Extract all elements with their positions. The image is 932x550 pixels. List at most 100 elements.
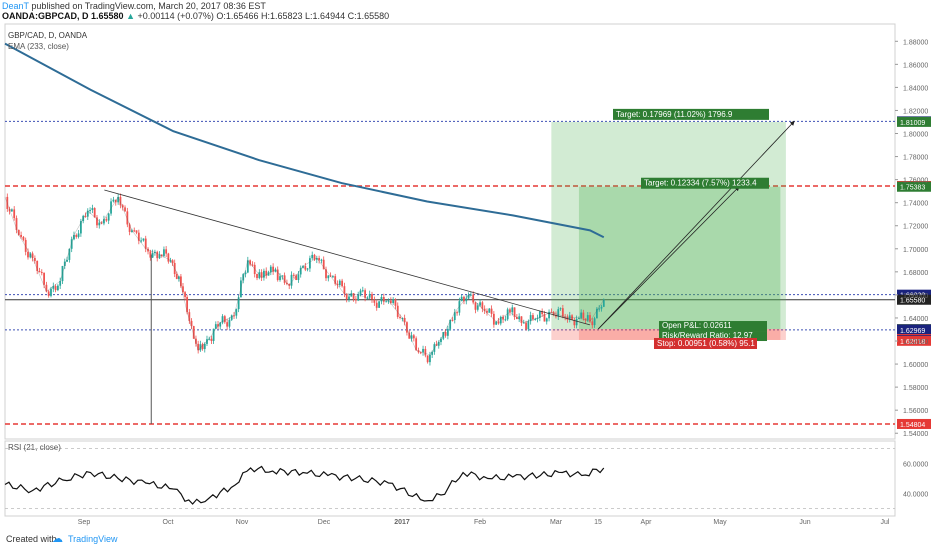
candle-body — [299, 267, 302, 275]
y-tick-label: 1.54000 — [903, 431, 928, 438]
candle-body — [446, 328, 449, 336]
candle-body — [366, 297, 369, 299]
footer: Created with ☁ TradingView — [0, 530, 932, 550]
candle-body — [110, 201, 112, 214]
candle-body — [578, 317, 580, 319]
last-price: 1.65580 — [91, 11, 124, 21]
y-tick-label: 1.80000 — [903, 132, 928, 139]
price-label-bg-5 — [897, 294, 931, 305]
x-tick-label: 2017 — [394, 519, 410, 526]
publish-info: published on TradingView.com, March 20, … — [31, 1, 266, 11]
target-zone-0[interactable] — [551, 121, 786, 330]
candle-body — [124, 207, 126, 212]
chart-title: GBP/CAD, D, OANDA — [8, 31, 88, 40]
candle-body — [311, 254, 314, 259]
candle-body — [586, 315, 589, 321]
candle-body — [518, 316, 521, 320]
projection-arrow-1[interactable] — [597, 186, 740, 330]
price-label-1: 1.81009 — [900, 120, 925, 127]
price-label-5: 1.65580 — [900, 298, 925, 305]
candle-body — [199, 344, 202, 351]
candle-body — [456, 312, 458, 314]
price-label-bg-3 — [897, 181, 931, 192]
candle-body — [66, 259, 68, 262]
candle-body — [114, 199, 117, 203]
candle-body — [511, 307, 514, 313]
candle-body — [61, 266, 64, 282]
candle-body — [336, 283, 339, 286]
candle-body — [515, 317, 518, 320]
target-label-1-bg — [641, 177, 769, 189]
candle-body — [8, 208, 11, 212]
candle-body — [424, 348, 427, 356]
candle-body — [343, 286, 346, 294]
candle-body — [15, 218, 18, 230]
price-label-bg-11 — [897, 418, 931, 429]
candle-body — [265, 270, 268, 276]
candle-body — [412, 335, 415, 339]
rsi-line[interactable] — [4, 465, 605, 505]
candle-body — [149, 251, 152, 258]
candle-body — [20, 234, 22, 237]
candle-body — [497, 321, 500, 324]
candle-body — [417, 350, 420, 353]
rsi-tick-label: 60.0000 — [903, 462, 928, 469]
candle-body — [171, 260, 174, 263]
quote-line: OANDA:GBPCAD, D 1.65580 ▲ +0.00114 (+0.0… — [2, 11, 389, 22]
candle-body — [532, 315, 534, 320]
candle-body — [380, 297, 383, 302]
high-price: H:1.65823 — [260, 11, 303, 21]
candle-body — [251, 264, 254, 266]
candle-body — [486, 310, 488, 313]
candle-body — [419, 352, 422, 354]
target-label-1: Target: 0.12334 (7.57%) 1233.4 — [644, 179, 757, 188]
price-label-bg-4 — [897, 289, 931, 300]
x-tick-label: 15 — [594, 519, 602, 526]
low-price: L:1.64944 — [305, 11, 346, 21]
rsi-pane-frame — [4, 440, 896, 517]
candle-body — [361, 290, 364, 292]
price-label-bg-10 — [897, 335, 931, 346]
tradingview-brand-link[interactable]: TradingView — [68, 534, 118, 544]
ema-line[interactable] — [4, 42, 605, 239]
author-link[interactable]: DeanT — [2, 1, 29, 11]
candle-body — [552, 312, 555, 315]
candle-body — [230, 315, 233, 320]
price-label-7: 1.62969 — [900, 328, 925, 335]
chart-area[interactable]: 1.810531.810091.754451.753831.660201.655… — [0, 22, 932, 530]
candle-body — [593, 318, 596, 326]
candle-body — [529, 315, 532, 322]
created-with-text: Created with — [6, 534, 57, 544]
candle-body — [580, 312, 583, 318]
y-tick-label: 1.68000 — [903, 270, 928, 277]
candle-body — [495, 321, 498, 325]
candle-body — [442, 332, 445, 339]
candle-body — [246, 260, 249, 273]
y-tick-label: 1.64000 — [903, 316, 928, 323]
candle-body — [212, 328, 215, 341]
open-pnl-label: Open P&L: 0.02611 — [662, 321, 732, 330]
candle-body — [177, 276, 180, 279]
candle-body — [472, 294, 475, 303]
candle-body — [17, 229, 20, 235]
candle-body — [292, 274, 295, 276]
candle-body — [235, 309, 238, 316]
chart-header: DeanT published on TradingView.com, Marc… — [0, 0, 932, 22]
candle-body — [131, 230, 133, 232]
candle-body — [47, 291, 50, 296]
candle-body — [306, 268, 309, 270]
candle-body — [525, 322, 527, 330]
candle-body — [387, 300, 390, 302]
candle-body — [6, 196, 9, 209]
trendline[interactable] — [104, 189, 591, 326]
target-zone-1[interactable] — [578, 186, 781, 330]
candle-body — [488, 308, 491, 313]
candle-body — [309, 258, 311, 269]
candle-body — [378, 301, 380, 308]
candle-body — [371, 294, 373, 300]
candle-body — [142, 238, 145, 241]
projection-arrow-0[interactable] — [597, 120, 795, 330]
candle-body — [133, 230, 136, 232]
rsi-legend: RSI (21, close) — [8, 443, 61, 452]
candle-body — [214, 324, 217, 329]
